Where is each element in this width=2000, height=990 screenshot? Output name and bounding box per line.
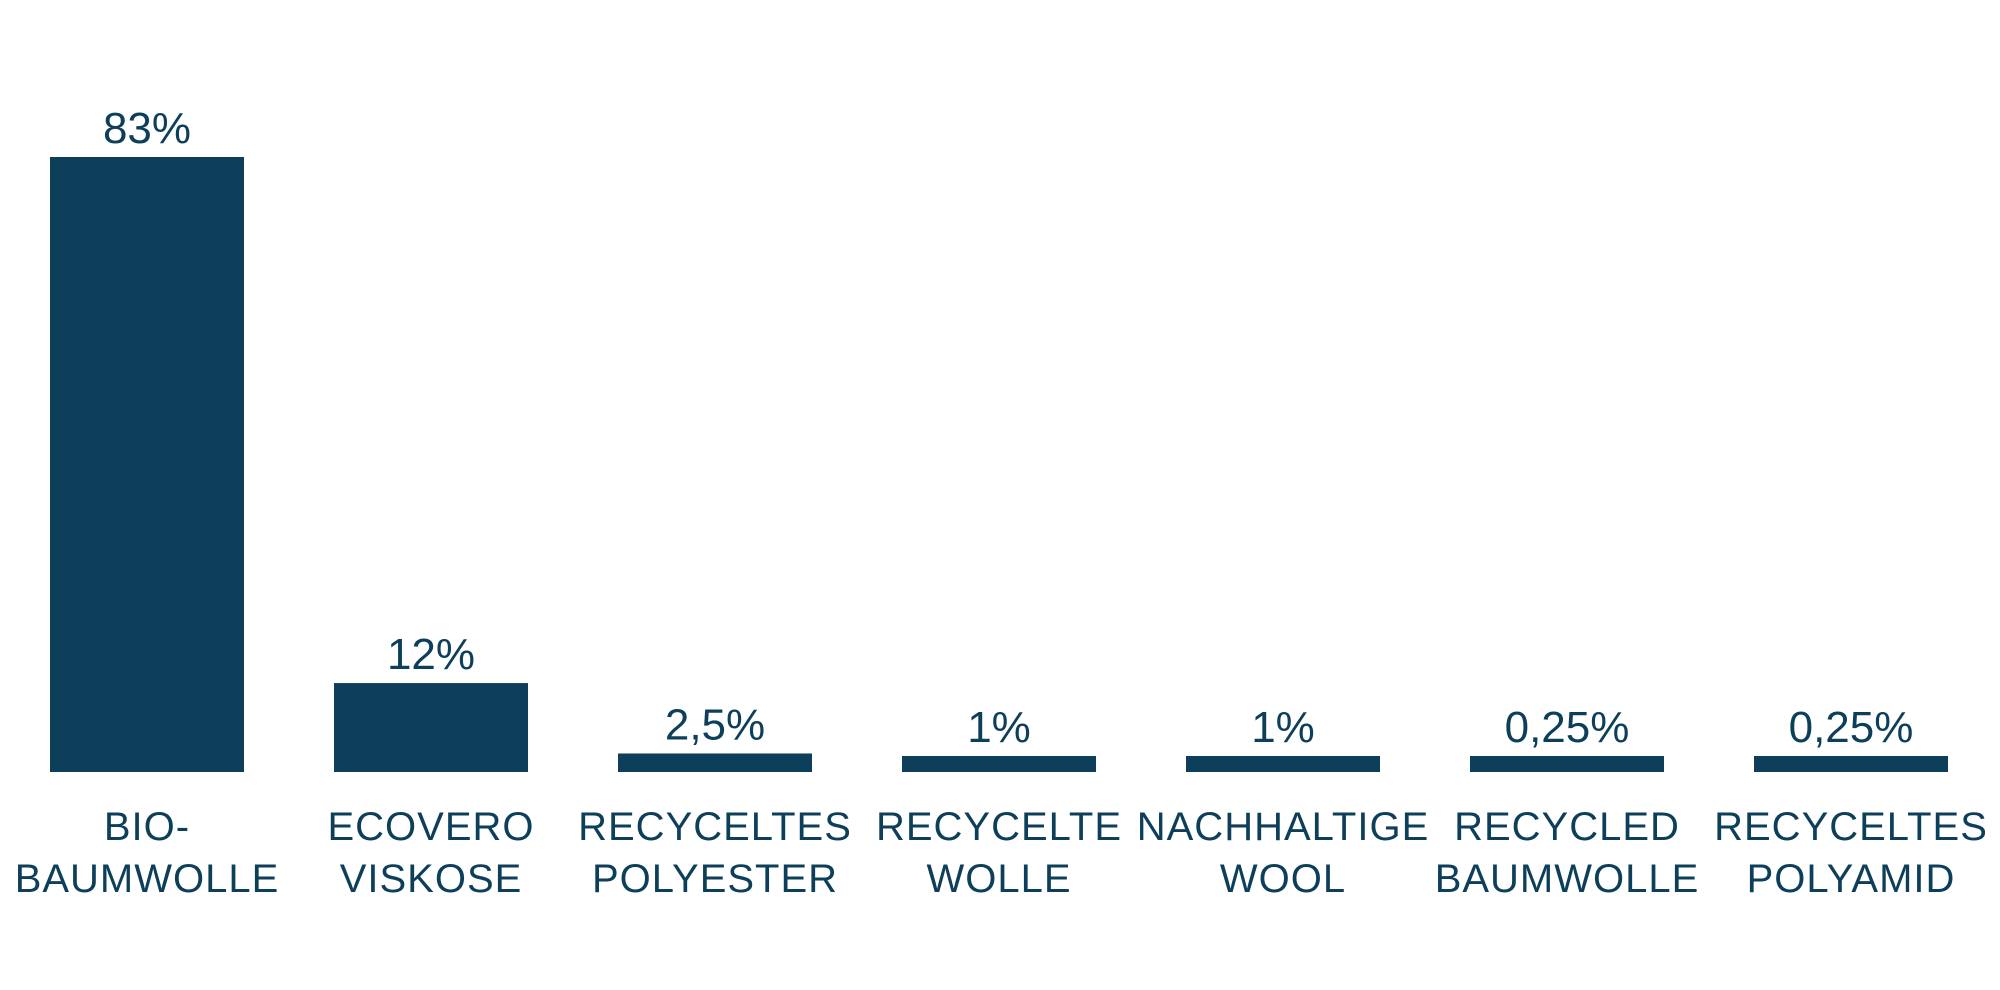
category-label-3: RECYCELTE WOLLE bbox=[876, 805, 1122, 901]
category-label-6: RECYCELTES POLYAMID bbox=[1714, 805, 1988, 901]
category-label-1-line-0: ECOVERO bbox=[327, 805, 534, 849]
bar-3 bbox=[902, 756, 1096, 772]
category-label-0: BIO- BAUMWOLLE bbox=[15, 805, 280, 901]
bar-2 bbox=[618, 753, 812, 772]
value-label-1: 12% bbox=[387, 630, 475, 679]
value-label-4: 1% bbox=[1251, 703, 1315, 752]
bar-1 bbox=[334, 683, 528, 772]
category-label-2: RECYCELTES POLYESTER bbox=[578, 805, 852, 901]
value-label-3: 1% bbox=[967, 703, 1031, 752]
bar-0 bbox=[50, 157, 244, 772]
category-label-5-line-0: RECYCLED bbox=[1454, 805, 1680, 849]
bars-layer bbox=[50, 157, 1948, 772]
value-label-5: 0,25% bbox=[1505, 703, 1630, 752]
bar-4 bbox=[1186, 756, 1380, 772]
category-label-3-line-0: RECYCELTE bbox=[876, 805, 1122, 849]
category-label-2-line-1: POLYESTER bbox=[592, 857, 838, 901]
category-label-4-line-0: NACHHALTIGE bbox=[1137, 805, 1430, 849]
value-label-2: 2,5% bbox=[665, 700, 765, 749]
category-label-0-line-0: BIO- bbox=[104, 805, 190, 849]
category-label-5: RECYCLED BAUMWOLLE bbox=[1435, 805, 1700, 901]
category-label-5-line-1: BAUMWOLLE bbox=[1435, 857, 1700, 901]
value-label-6: 0,25% bbox=[1789, 703, 1914, 752]
category-label-0-line-1: BAUMWOLLE bbox=[15, 857, 280, 901]
category-label-3-line-1: WOLLE bbox=[926, 857, 1071, 901]
value-label-0: 83% bbox=[103, 104, 191, 153]
category-label-1-line-1: VISKOSE bbox=[340, 857, 523, 901]
value-labels-layer: 83% 12% 2,5% 1% 1% 0,25% 0,25% bbox=[103, 104, 1913, 752]
category-label-6-line-0: RECYCELTES bbox=[1714, 805, 1988, 849]
category-label-2-line-0: RECYCELTES bbox=[578, 805, 852, 849]
category-labels-layer: BIO- BAUMWOLLE ECOVERO VISKOSE RECYCELTES POL… bbox=[15, 805, 1988, 901]
bar-6 bbox=[1754, 756, 1948, 772]
category-label-6-line-1: POLYAMID bbox=[1747, 857, 1956, 901]
bar-5 bbox=[1470, 756, 1664, 772]
category-label-1: ECOVERO VISKOSE bbox=[327, 805, 534, 901]
category-label-4: NACHHALTIGE WOOL bbox=[1137, 805, 1430, 901]
category-label-4-line-1: WOOL bbox=[1220, 857, 1346, 901]
